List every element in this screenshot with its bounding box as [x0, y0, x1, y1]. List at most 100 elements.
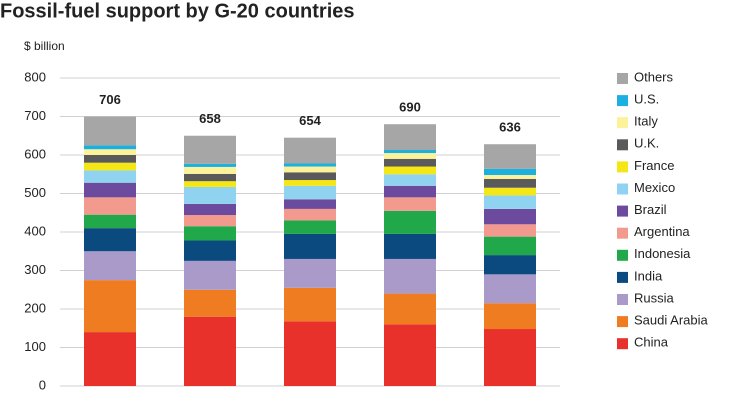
y-tick-label: 800	[24, 69, 46, 84]
bar-segment	[284, 233, 336, 259]
bar-segment	[284, 185, 336, 200]
legend-label: Indonesia	[634, 246, 691, 261]
bar-segment	[84, 214, 136, 229]
bar-segment	[84, 155, 136, 163]
legend-swatch	[617, 117, 628, 129]
y-tick-label: 700	[24, 108, 46, 123]
bar-segment	[184, 316, 236, 386]
bar-segment	[84, 149, 136, 155]
bar-segment	[484, 195, 536, 209]
bar-segment	[384, 185, 436, 198]
y-tick-label: 200	[24, 300, 46, 315]
legend-swatch	[617, 139, 628, 151]
bar-segment	[284, 208, 336, 221]
bar-segment	[384, 153, 436, 159]
legend-label: Italy	[634, 114, 658, 129]
bar-segment	[184, 173, 236, 182]
total-label: 690	[399, 100, 421, 115]
bar-segment	[184, 226, 236, 241]
bar-segment	[284, 163, 336, 167]
bar-segment	[284, 137, 336, 164]
bar-segment	[484, 236, 536, 256]
bar-segment	[284, 166, 336, 173]
y-tick-label: 0	[39, 377, 46, 392]
legend-label: U.K.	[634, 136, 659, 151]
bar-segment	[484, 178, 536, 188]
bar-segment	[284, 321, 336, 386]
total-label: 654	[299, 113, 321, 128]
bar-segment	[384, 210, 436, 234]
bar-segment	[484, 175, 536, 179]
bar-segment	[84, 197, 136, 215]
bar-segment	[184, 181, 236, 187]
bar-segment	[484, 274, 536, 304]
axis-unit: $ billion	[24, 39, 65, 53]
legend-label: Mexico	[634, 180, 675, 195]
bar-segment	[184, 260, 236, 290]
y-tick-label: 600	[24, 146, 46, 161]
total-label: 706	[99, 92, 121, 107]
legend-swatch	[617, 161, 628, 173]
total-label: 636	[499, 120, 521, 135]
bar-segment	[184, 135, 236, 164]
legend-label: Saudi Arabia	[634, 313, 708, 328]
bar-segment	[84, 182, 136, 198]
bar-segment	[484, 224, 536, 237]
legend-label: Others	[634, 69, 674, 84]
bar-segment	[284, 220, 336, 234]
legend-label: Brazil	[634, 202, 667, 217]
bar-segment	[284, 287, 336, 322]
bar-segment	[484, 144, 536, 169]
bar-segment	[484, 208, 536, 225]
legend-label: Russia	[634, 290, 675, 305]
y-tick-label: 500	[24, 185, 46, 200]
bar-segment	[184, 240, 236, 261]
legend-label: U.S.	[634, 92, 659, 107]
legend-swatch	[617, 73, 628, 84]
bar-segment	[384, 124, 436, 150]
bar-segment	[484, 329, 536, 386]
bar-segment	[384, 197, 436, 211]
bar-segment	[384, 324, 436, 386]
bar-segment	[184, 163, 236, 167]
bar-segment	[484, 168, 536, 176]
bar-segment	[384, 149, 436, 154]
chart-title: Fossil-fuel support by G-20 countries	[0, 0, 355, 22]
legend-swatch	[617, 227, 628, 239]
legend-swatch	[617, 95, 628, 107]
bar-segment	[384, 166, 436, 175]
bar-segment	[184, 289, 236, 317]
bar-segment	[284, 199, 336, 209]
y-tick-label: 100	[24, 339, 46, 354]
bar-segment	[384, 174, 436, 186]
bar-segment	[184, 215, 236, 227]
bar-segment	[84, 170, 136, 183]
legend-swatch	[617, 249, 628, 261]
bar-segment	[384, 158, 436, 167]
legend-label: Argentina	[634, 224, 690, 239]
total-label: 658	[199, 111, 221, 126]
bar-segment	[384, 258, 436, 294]
bar-segment	[84, 228, 136, 252]
legend-swatch	[617, 183, 628, 195]
bar-segment	[184, 186, 236, 204]
bar-segment	[84, 332, 136, 386]
bar-segment	[384, 233, 436, 259]
legend-swatch	[617, 205, 628, 217]
bar-segment	[284, 180, 336, 186]
bar-segment	[484, 255, 536, 275]
legend-label: France	[634, 158, 674, 173]
bar-segment	[284, 172, 336, 181]
legend-swatch	[617, 271, 628, 283]
legend-swatch	[617, 316, 628, 328]
y-tick-label: 300	[24, 262, 46, 277]
bar-segment	[284, 258, 336, 288]
bar-segment	[184, 203, 236, 216]
bar-segment	[484, 303, 536, 330]
legend-label: India	[634, 268, 663, 283]
bar-segment	[84, 251, 136, 281]
y-tick-label: 400	[24, 223, 46, 238]
bar-segment	[384, 293, 436, 325]
bar-segment	[484, 187, 536, 196]
